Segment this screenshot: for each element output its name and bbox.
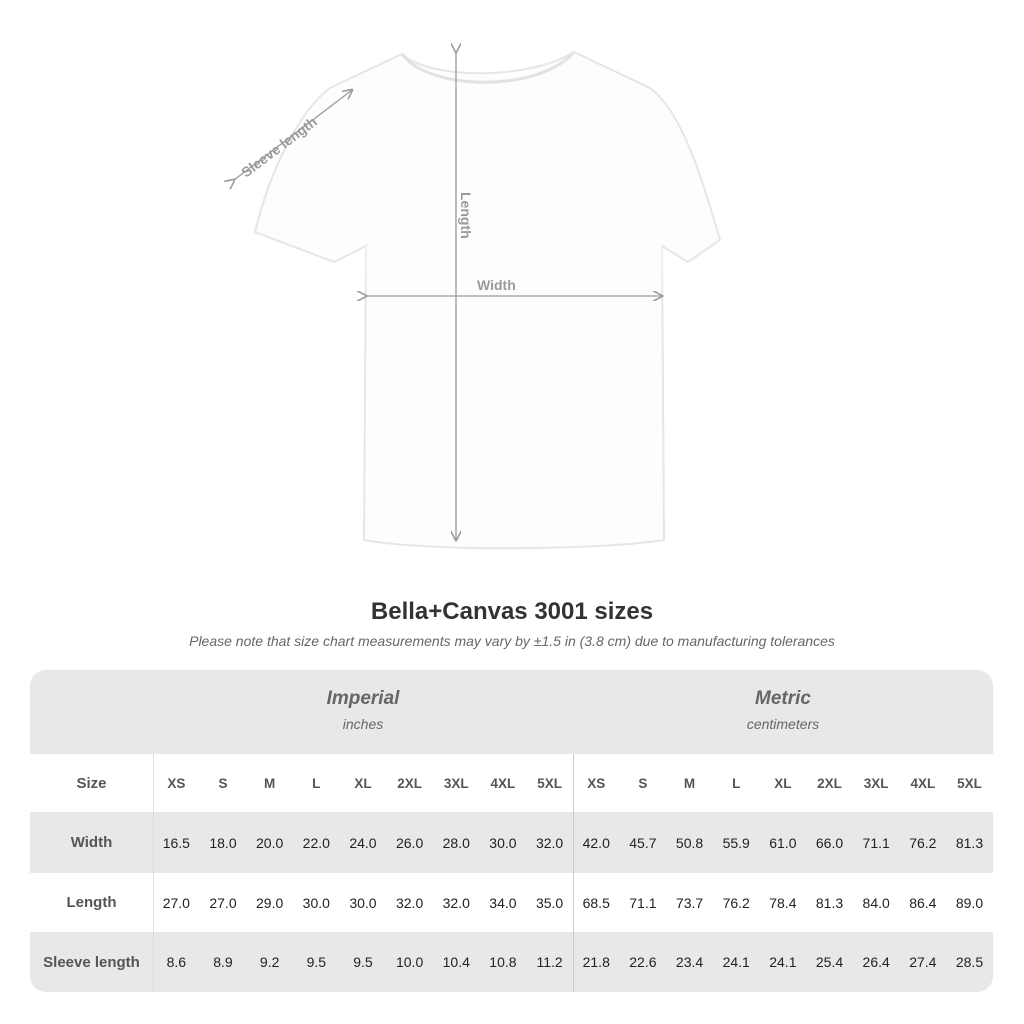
table-cell: 55.9	[722, 834, 750, 851]
table-cell: 24.1	[769, 954, 797, 970]
page-title: Bella+Canvas 3001 sizes	[370, 598, 654, 625]
size-header-cell: XL	[774, 775, 792, 791]
table-cell: 29.0	[256, 894, 284, 911]
table-cell: 86.4	[909, 894, 937, 911]
size-label: Size	[76, 774, 107, 792]
size-header-cell: XL	[354, 775, 372, 791]
table-cell: 9.5	[306, 954, 327, 970]
table-cell: 89.0	[955, 894, 984, 911]
table-cell: 24.0	[349, 834, 377, 851]
length-label: Length	[458, 192, 474, 239]
metric-unit: centimeters	[746, 716, 820, 732]
width-label: Width	[477, 277, 516, 293]
size-header-cell: 3XL	[443, 775, 469, 791]
table-cell: 11.2	[536, 954, 563, 970]
table-cell: 16.5	[162, 834, 190, 851]
table-cell: 76.2	[722, 894, 750, 911]
table-cell: 26.0	[395, 834, 424, 851]
size-header-cell: M	[264, 775, 276, 791]
table-cell: 32.0	[442, 894, 470, 911]
table-row: Width 16.5 18.0 20.0 22.0 24.0 26.0 28.0 30.0 32.…	[30, 812, 993, 873]
table-cell: 10.8	[489, 954, 517, 970]
imperial-group: Imperial inches	[153, 670, 573, 754]
table-cell: 21.8	[582, 954, 610, 970]
table-cell: 66.0	[815, 834, 844, 851]
table-cell: 22.0	[302, 834, 330, 851]
table-cell: 8.9	[213, 954, 233, 970]
imperial-heading: Imperial	[326, 688, 400, 709]
table-cell: 28.0	[442, 834, 470, 851]
table-cell: 27.4	[909, 954, 937, 970]
table-cell: 9.2	[259, 954, 280, 970]
table-cell: 84.0	[862, 894, 890, 911]
tshirt-shape	[253, 50, 722, 550]
size-header-cell: 4XL	[490, 775, 516, 791]
row-label: Length	[66, 894, 117, 911]
table-cell: 25.4	[815, 954, 844, 970]
divider	[573, 754, 574, 992]
table-cell: 42.0	[582, 834, 610, 851]
table-cell: 30.0	[489, 834, 517, 851]
table-cell: 28.5	[955, 954, 984, 970]
size-header-cell: 5XL	[537, 775, 562, 791]
table-cell: 18.0	[209, 834, 237, 851]
table-cell: 30.0	[302, 894, 330, 911]
table-cell: 32.0	[395, 894, 424, 911]
table-cell: 76.2	[909, 834, 937, 851]
size-header-cell: 2XL	[397, 775, 422, 791]
table-cell: 24.1	[722, 954, 750, 970]
table-cell: 30.0	[349, 894, 377, 911]
row-label: Width	[70, 834, 113, 851]
table-cell: 71.1	[862, 834, 890, 851]
table-cell: 81.3	[815, 894, 844, 911]
metric-group: Metric centimeters	[573, 670, 993, 754]
table-cell: 23.4	[675, 954, 704, 970]
table-cell: 22.6	[629, 954, 657, 970]
size-header-row: Size XS S M L XL 2XL 3XL 4XL 5XL XS S M L XL 2XL 3XL 4XL…	[30, 754, 993, 812]
table-cell: 81.3	[955, 834, 984, 851]
row-band	[30, 812, 993, 873]
table-cell: 68.5	[582, 894, 610, 911]
size-header-cell: M	[683, 775, 696, 791]
size-header-cell: L	[312, 775, 321, 791]
tshirt-diagram: Sleeve length Length Width	[0, 0, 722, 550]
size-header-cell: 2XL	[817, 775, 842, 791]
size-header-cell: S	[218, 775, 228, 791]
size-table: Imperial inches Metric centimeters Size …	[30, 670, 993, 992]
table-cell: 34.0	[489, 894, 517, 911]
size-header-cell: XS	[167, 775, 186, 791]
table-cell: 20.0	[256, 834, 284, 851]
table-cell: 26.4	[862, 954, 890, 970]
table-cell: 8.6	[166, 954, 187, 970]
row-label: Sleeve length	[43, 953, 140, 971]
table-cell: 71.1	[629, 894, 657, 911]
table-cell: 9.5	[353, 954, 373, 970]
row-band	[30, 932, 993, 992]
size-header-cell: 3XL	[863, 775, 889, 791]
imperial-unit: inches	[342, 716, 384, 732]
table-cell: 50.8	[675, 834, 704, 851]
table-cell: 32.0	[535, 834, 564, 851]
table-row: Length 27.0 27.0 29.0 30.0 30.0 32.0 32.0 34.0 35…	[30, 873, 993, 932]
table-cell: 73.7	[675, 894, 704, 911]
sleeve-length-arrow	[234, 90, 352, 180]
table-cell: 35.0	[535, 894, 564, 911]
size-header-cell: 5XL	[957, 775, 982, 791]
metric-heading: Metric	[755, 688, 811, 709]
table-cell: 10.4	[442, 954, 470, 970]
size-header-cell: S	[638, 775, 648, 791]
table-cell: 27.0	[209, 894, 237, 911]
size-header-cell: 4XL	[910, 775, 936, 791]
table-cell: 61.0	[769, 834, 797, 851]
header-band	[30, 670, 993, 754]
divider	[153, 754, 154, 992]
table-row: Sleeve length 8.6 8.9 9.2 9.5 9.5 10.0 10.4 10.8…	[30, 932, 993, 992]
table-cell: 27.0	[162, 894, 190, 911]
tolerance-note: Please note that size chart measurements…	[189, 633, 835, 649]
table-cell: 78.4	[769, 894, 797, 911]
size-header-cell: XS	[587, 775, 606, 791]
size-header-cell: L	[732, 775, 741, 791]
table-cell: 10.0	[395, 954, 424, 970]
table-cell: 45.7	[629, 834, 657, 851]
